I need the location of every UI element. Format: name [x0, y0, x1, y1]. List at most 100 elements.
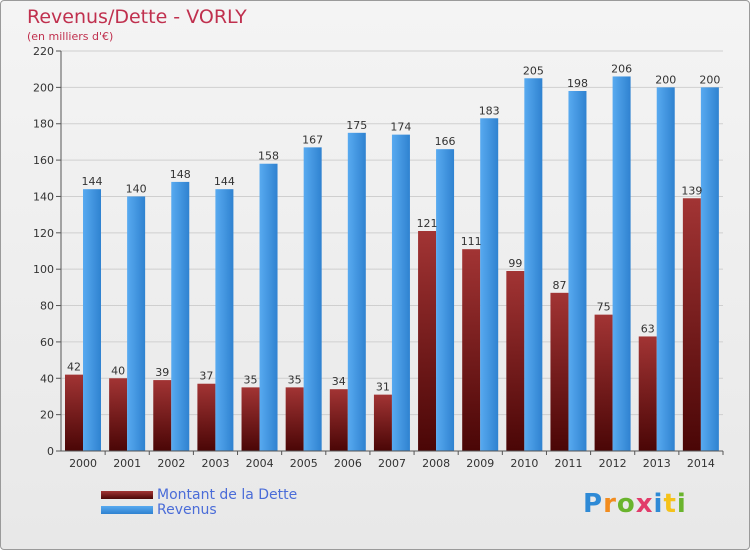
y-tick-label: 40	[40, 372, 54, 385]
debt-bar	[241, 387, 260, 451]
logo-letter: i	[676, 489, 687, 519]
logo-letter: o	[616, 489, 636, 519]
revenus-data-label: 198	[567, 77, 588, 90]
debt-data-label: 31	[376, 381, 390, 394]
revenus-data-label: 206	[611, 62, 632, 75]
debt-data-label: 34	[332, 375, 346, 388]
debt-bar	[638, 336, 657, 451]
debt-data-label: 40	[111, 364, 125, 377]
debt-bar	[462, 249, 481, 451]
revenus-data-label: 148	[170, 168, 191, 181]
revenus-data-label: 144	[82, 175, 103, 188]
y-tick-label: 0	[47, 445, 54, 458]
logo-letter: x	[635, 489, 654, 519]
axis-layer: 0 20 40 60 80 100 120 140 160 180 200 220 2000 2001 20…	[33, 45, 724, 470]
debt-data-label: 63	[641, 322, 655, 335]
debt-data-label: 99	[508, 257, 522, 270]
debt-data-label: 121	[417, 217, 438, 230]
revenus-bar	[700, 87, 719, 451]
y-tick-label: 20	[40, 409, 54, 422]
revenus-bar	[480, 118, 499, 451]
y-tick-label: 120	[33, 227, 54, 240]
logo-letter: P	[583, 489, 604, 519]
revenus-bar	[612, 76, 631, 452]
y-tick-label: 200	[33, 81, 54, 94]
revenus-data-label: 166	[435, 135, 456, 148]
revenus-data-label: 200	[699, 73, 720, 86]
debt-bar	[506, 271, 525, 451]
x-tick-label: 2002	[157, 457, 185, 470]
revenus-data-label: 183	[479, 104, 500, 117]
revenus-bar	[215, 189, 234, 451]
debt-data-label: 139	[681, 184, 702, 197]
labels-layer: 42 144 40 140 39 148 37 144 35 158 35 167 34 175 31 174…	[67, 62, 720, 393]
x-tick-label: 2005	[290, 457, 318, 470]
debt-bar	[329, 389, 348, 451]
x-tick-label: 2003	[201, 457, 229, 470]
debt-data-label: 37	[199, 370, 213, 383]
x-tick-label: 2009	[466, 457, 494, 470]
revenus-data-label: 175	[346, 119, 367, 132]
legend-item-revenus: Revenus	[101, 502, 297, 518]
legend-swatch-revenus	[101, 505, 153, 514]
logo-letter: i	[653, 489, 664, 519]
revenus-data-label: 158	[258, 150, 279, 163]
debt-bar	[285, 387, 304, 451]
y-tick-label: 180	[33, 118, 54, 131]
logo-letter: t	[663, 489, 677, 519]
chart-title: Revenus/Dette - VORLY	[27, 6, 247, 28]
debt-bar	[373, 394, 392, 451]
y-tick-label: 140	[33, 190, 54, 203]
x-tick-label: 2008	[422, 457, 450, 470]
chart-subtitle: (en milliers d'€)	[27, 30, 114, 43]
x-tick-label: 2006	[334, 457, 362, 470]
legend-swatch-debt	[101, 490, 153, 499]
revenus-data-label: 167	[302, 133, 323, 146]
debt-bar	[109, 378, 128, 451]
revenus-data-label: 200	[655, 73, 676, 86]
revenus-bar	[171, 181, 190, 451]
debt-bar	[197, 383, 216, 451]
debt-data-label: 35	[288, 373, 302, 386]
legend: Montant de la Dette Revenus	[101, 486, 298, 518]
legend-label-debt: Montant de la Dette	[157, 486, 298, 503]
revenus-bar	[83, 189, 101, 451]
debt-data-label: 75	[597, 301, 611, 314]
debt-data-label: 111	[461, 235, 482, 248]
revenus-bar	[127, 196, 146, 451]
logo-letter: r	[603, 489, 617, 519]
x-tick-label: 2012	[599, 457, 627, 470]
debt-bar	[153, 380, 172, 451]
revenus-data-label: 174	[390, 121, 411, 134]
x-tick-label: 2000	[69, 457, 97, 470]
y-tick-label: 60	[40, 336, 54, 349]
debt-bar	[594, 314, 613, 451]
debt-data-label: 42	[67, 361, 81, 374]
proxiti-logo: Proxiti	[583, 489, 687, 519]
debt-data-label: 35	[244, 373, 258, 386]
y-tick-label: 100	[33, 263, 54, 276]
revenus-data-label: 140	[126, 182, 147, 195]
revenus-bar	[656, 87, 675, 451]
revenus-bar	[524, 78, 543, 451]
y-tick-label: 160	[33, 154, 54, 167]
debt-bar	[418, 231, 437, 451]
x-tick-label: 2004	[246, 457, 274, 470]
debt-bar	[682, 198, 701, 451]
x-tick-label: 2011	[555, 457, 583, 470]
x-tick-label: 2013	[643, 457, 671, 470]
revenus-bar	[347, 132, 366, 451]
revenus-bar	[568, 91, 587, 451]
x-tick-label: 2010	[510, 457, 538, 470]
debt-data-label: 39	[155, 366, 169, 379]
debt-bar	[65, 374, 83, 451]
revenus-bar	[391, 134, 410, 452]
revenus-bar	[303, 147, 322, 451]
legend-item-debt: Montant de la Dette	[101, 486, 298, 503]
x-tick-label: 2001	[113, 457, 141, 470]
revenus-data-label: 144	[214, 175, 235, 188]
x-tick-label: 2007	[378, 457, 406, 470]
revenus-data-label: 205	[523, 64, 544, 77]
